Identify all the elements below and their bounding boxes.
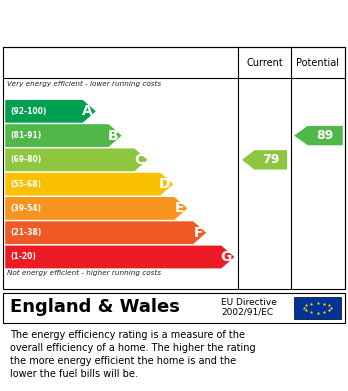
Text: A: A <box>82 104 93 118</box>
Text: (81-91): (81-91) <box>10 131 42 140</box>
Polygon shape <box>294 126 343 145</box>
Text: EU Directive
2002/91/EC: EU Directive 2002/91/EC <box>221 298 277 317</box>
Text: (69-80): (69-80) <box>10 155 42 164</box>
Text: F: F <box>194 226 203 240</box>
Polygon shape <box>5 124 121 147</box>
Text: 79: 79 <box>262 153 279 166</box>
Text: Not energy efficient - higher running costs: Not energy efficient - higher running co… <box>7 270 161 276</box>
Text: (21-38): (21-38) <box>10 228 42 237</box>
Text: England & Wales: England & Wales <box>10 298 180 316</box>
Text: Very energy efficient - lower running costs: Very energy efficient - lower running co… <box>7 81 161 87</box>
Text: Potential: Potential <box>296 58 339 68</box>
Text: (39-54): (39-54) <box>10 204 41 213</box>
Polygon shape <box>242 150 287 170</box>
Polygon shape <box>5 221 206 244</box>
Text: B: B <box>108 129 119 143</box>
Text: Energy Efficiency Rating: Energy Efficiency Rating <box>10 15 232 30</box>
Polygon shape <box>5 149 148 171</box>
Text: E: E <box>175 201 184 215</box>
Text: G: G <box>220 250 231 264</box>
Text: (1-20): (1-20) <box>10 253 36 262</box>
Polygon shape <box>5 100 96 123</box>
Text: 89: 89 <box>317 129 334 142</box>
Text: (92-100): (92-100) <box>10 107 47 116</box>
Bar <box>294 297 341 319</box>
Text: (55-68): (55-68) <box>10 179 41 188</box>
Polygon shape <box>5 246 234 268</box>
Text: The energy efficiency rating is a measure of the
overall efficiency of a home. T: The energy efficiency rating is a measur… <box>10 330 256 379</box>
Polygon shape <box>5 197 187 220</box>
Text: D: D <box>159 177 171 191</box>
Text: C: C <box>134 153 145 167</box>
Polygon shape <box>5 173 173 196</box>
Text: Current: Current <box>246 58 283 68</box>
